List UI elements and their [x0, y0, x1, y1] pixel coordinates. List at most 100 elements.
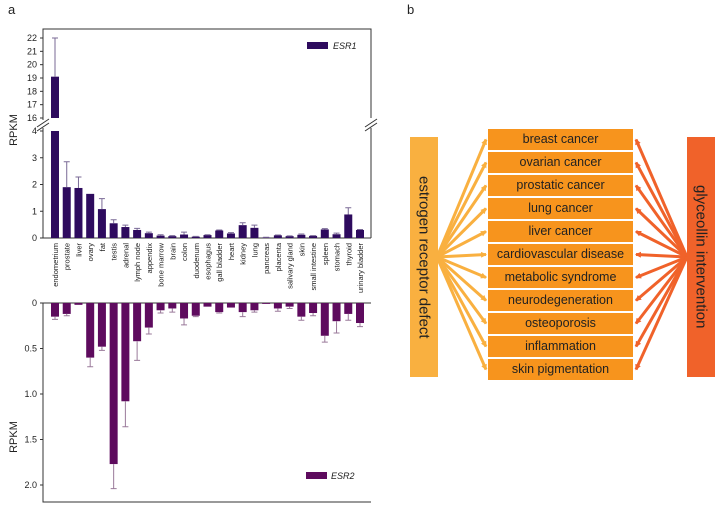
bar-esr2 — [309, 303, 318, 314]
disease-box: lung cancer — [488, 198, 633, 219]
arrow-right-to-disease — [634, 138, 689, 258]
legend-swatch-esr1 — [307, 42, 328, 49]
bar-esr2 — [285, 303, 294, 307]
error-bar-esr1 — [227, 232, 234, 234]
arrow-right-to-disease — [635, 255, 688, 279]
bar-esr1 — [226, 233, 235, 238]
disease-box: inflammation — [488, 336, 633, 357]
bar-esr2 — [86, 303, 95, 358]
error-bar-esr1 — [75, 176, 82, 188]
x-tick-label: ovary — [86, 243, 95, 262]
bar-esr1 — [250, 227, 259, 238]
legend-swatch-esr2 — [306, 472, 327, 479]
error-bar-esr2 — [298, 316, 305, 321]
error-bar-esr1 — [345, 207, 352, 215]
y-tick-label-esr1: 17 — [27, 100, 37, 110]
y-tick-label-esr2: 2.0 — [24, 480, 37, 490]
bar-esr1 — [168, 236, 177, 238]
y-tick-label-esr1: 4 — [32, 126, 37, 136]
error-bar-esr1 — [333, 232, 340, 235]
arrow-left-to-disease — [435, 161, 488, 258]
x-tick-label: prostate — [63, 243, 72, 270]
bar-esr1 — [285, 236, 294, 238]
bar-esr2 — [74, 303, 83, 305]
x-tick-label: endometrium — [51, 243, 60, 287]
error-bar-esr1 — [122, 224, 129, 228]
x-tick-label: heart — [227, 242, 236, 260]
y-tick-label-esr2: 0 — [32, 298, 37, 308]
legend-label-esr1: ESR1 — [333, 41, 357, 51]
bar-esr2 — [262, 303, 271, 304]
x-tick-label: lung — [250, 243, 259, 257]
bar-esr2 — [215, 303, 224, 313]
bar-esr1 — [297, 234, 306, 238]
arrow-left-to-disease — [435, 184, 488, 258]
disease-box: metabolic syndrome — [488, 267, 633, 288]
x-tick-label: thyroid — [344, 243, 353, 266]
arrow-left-to-disease — [435, 256, 488, 371]
y-tick-label-esr1: 18 — [27, 86, 37, 96]
error-bar-esr2 — [122, 401, 129, 428]
error-bar-esr2 — [181, 318, 188, 326]
y-tick-label-esr1: 19 — [27, 73, 37, 83]
bar-esr1 — [215, 230, 224, 238]
x-tick-label: fat — [98, 242, 107, 251]
error-bar-esr1 — [181, 231, 188, 235]
y-axis-label-esr1: RPKM — [8, 114, 20, 146]
legend-label-esr2: ESR2 — [331, 471, 355, 481]
bar-esr1 — [180, 234, 189, 238]
bar-esr2 — [109, 303, 118, 465]
bar-esr2 — [320, 303, 329, 336]
error-bar-esr1 — [134, 227, 141, 230]
bar-esr2 — [144, 303, 153, 328]
error-bar-esr1 — [251, 224, 258, 228]
y-tick-label-esr1: 2 — [32, 180, 37, 190]
bar-esr1 — [156, 235, 165, 238]
error-bar-esr1 — [145, 231, 152, 234]
arrow-right-to-disease — [634, 207, 689, 259]
bar-esr1 — [344, 214, 353, 238]
error-bar-esr2 — [310, 313, 317, 317]
error-bar-esr2 — [110, 464, 117, 490]
bar-esr1 — [133, 229, 142, 238]
bar-esr1 — [62, 187, 71, 238]
x-tick-label: urinary bladder — [356, 243, 365, 294]
bar-esr2 — [156, 303, 165, 311]
x-tick-label: small intestine — [309, 243, 318, 291]
y-tick-label-esr1: 21 — [27, 46, 37, 56]
arrow-right-to-disease — [634, 161, 689, 258]
bar-esr1 — [332, 234, 341, 238]
arrow-right-to-disease — [635, 251, 688, 259]
x-tick-label: placenta — [274, 242, 283, 271]
x-tick-label: brain — [168, 243, 177, 260]
error-bar-esr1 — [98, 198, 105, 210]
error-bar-esr2 — [216, 312, 223, 314]
bar-esr1 — [86, 193, 95, 238]
error-bar-esr2 — [169, 308, 176, 313]
bar-esr1 — [203, 235, 212, 238]
x-tick-label: esophagus — [204, 243, 213, 280]
bar-chart: 0 1 2 3 4 16 17 18 19 20 21 22 0 0.5 1.0 1.5 2.0 RPKM RPKM… — [8, 28, 378, 503]
arrow-right-to-disease — [635, 255, 688, 302]
error-bar-esr2 — [63, 313, 70, 317]
x-tick-label: salivary gland — [286, 243, 295, 289]
x-tick-label: duodenum — [192, 243, 201, 278]
x-tick-label: skin — [297, 243, 306, 256]
error-bar-esr2 — [87, 357, 94, 368]
error-bar-esr2 — [345, 313, 352, 321]
bar-esr1 — [320, 229, 329, 238]
y-axis-label-esr2: RPKM — [8, 421, 20, 453]
arrow-left-to-disease — [436, 230, 487, 259]
x-tick-label: spleen — [321, 243, 330, 265]
x-tick-label: bone marrow — [157, 242, 166, 286]
x-tick-label: adrenal — [121, 243, 130, 268]
axis-break-marks — [36, 118, 378, 132]
arrow-left-to-disease — [435, 256, 488, 325]
bar-esr2 — [133, 303, 142, 342]
error-bar-esr1 — [321, 228, 328, 230]
error-bar-esr2 — [286, 306, 293, 309]
disease-box: skin pigmentation — [488, 359, 633, 380]
disease-box: prostatic cancer — [488, 175, 633, 196]
